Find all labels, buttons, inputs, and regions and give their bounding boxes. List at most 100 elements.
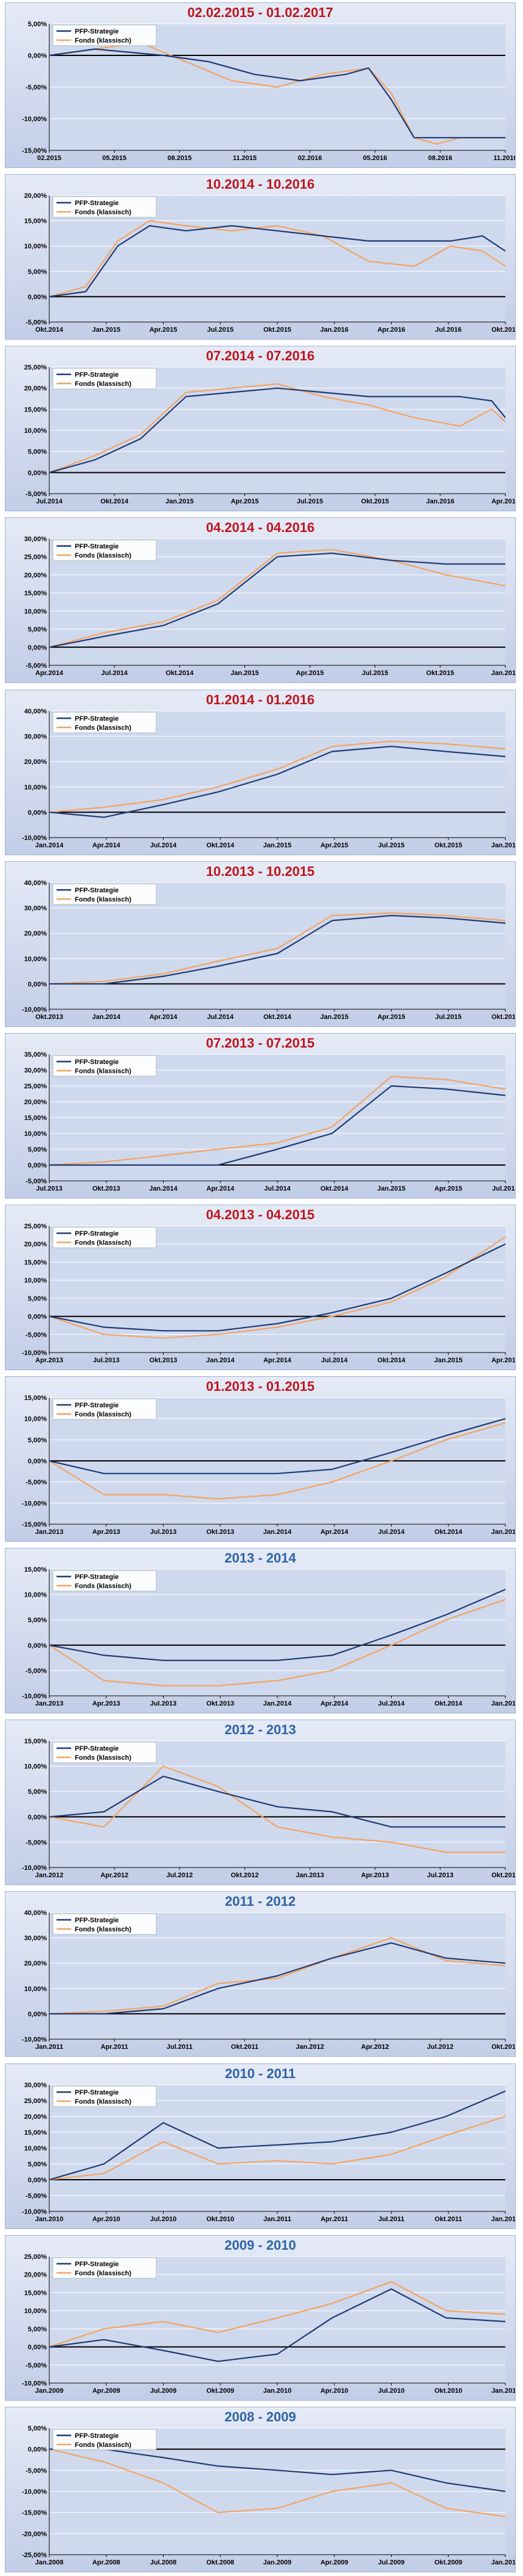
x-tick-label: Apr.2008 xyxy=(92,2559,120,2566)
x-tick-label: Apr.2015 xyxy=(378,1013,406,1021)
y-tick-label: 5,00% xyxy=(28,268,47,276)
x-tick-label: Apr.2013 xyxy=(361,1872,389,1879)
series-line-strategy xyxy=(49,1243,506,1332)
x-tick-label: Jan.2016 xyxy=(320,326,348,334)
legend-label-strategy: PFP-Strategie xyxy=(75,2261,119,2268)
chart-panel: 2008 - 2009 5,00% 0,00% -5,00% -10,00% -15,00… xyxy=(5,2407,516,2572)
x-tick-label: Jan.2013 xyxy=(35,1700,63,1707)
y-tick-label: -10,00% xyxy=(22,1006,47,1013)
y-tick-label: -10,00% xyxy=(22,835,47,842)
x-tick-label: Jan.2012 xyxy=(296,2043,324,2051)
y-tick-label: 0,00% xyxy=(28,644,47,651)
y-tick-label: -5,00% xyxy=(26,491,47,498)
y-tick-label: 15,00% xyxy=(24,1566,47,1573)
y-tick-label: 0,00% xyxy=(28,293,47,301)
legend-box xyxy=(52,1913,157,1935)
x-tick-label: Okt.2014 xyxy=(100,498,129,505)
y-tick-label: -10,00% xyxy=(22,116,47,123)
x-tick-label: Apr.2014 xyxy=(320,1528,349,1536)
chart-svg: 35,00% 30,00% 25,00% 20,00% 15,00% 10,00% 5,00… xyxy=(24,1051,515,1192)
y-tick-label: 40,00% xyxy=(24,1909,47,1917)
y-tick-label: -10,00% xyxy=(22,1500,47,1507)
chart-title: 2010 - 2011 xyxy=(224,2066,296,2081)
x-tick-label: Jan.2014 xyxy=(35,842,64,849)
chart-panel: 2012 - 2013 15,00% 10,00% 5,00% 0,00% -5,00% -… xyxy=(5,1720,516,1885)
x-tick-label: 05.2015 xyxy=(102,155,126,162)
y-tick-label: 5,00% xyxy=(28,1146,47,1153)
x-tick-label: Jan.2015 xyxy=(263,842,291,849)
legend-box xyxy=(52,24,157,46)
legend-box xyxy=(52,539,157,561)
chart-svg: 40,00%30,00%20,00%10,00%0,00%-10,00%Jan.… xyxy=(22,1909,515,2051)
legend-label-strategy: PFP-Strategie xyxy=(75,543,119,550)
chart-svg: 15,00% 10,00% 5,00% 0,00% -5,00% -10,00% -15,0… xyxy=(22,1395,515,1536)
chart-svg: 20,00%15,00%10,00%5,00%0,00%-5,00%Okt.20… xyxy=(24,192,515,334)
x-tick-label: Jan.2016 xyxy=(426,498,454,505)
y-tick-label: 10,00% xyxy=(24,608,47,615)
x-tick-label: Jul.2015 xyxy=(378,842,404,849)
x-tick-label: Okt.2013 xyxy=(35,1013,63,1021)
x-tick-label: Okt.2014 xyxy=(378,1357,406,1364)
chart-panel: 07.2013 - 07.2015 35,00% 30,00% 25,00% 20,00… xyxy=(5,1033,516,1199)
x-tick-label: Jul.2014 xyxy=(150,842,177,849)
legend-label-strategy: PFP-Strategie xyxy=(75,2432,119,2440)
x-tick-label: Okt.2013 xyxy=(150,1357,178,1364)
series-line-fund xyxy=(49,220,506,298)
y-tick-label: 5,00% xyxy=(28,449,47,456)
series-line-strategy xyxy=(49,2090,506,2181)
x-tick-label: Jul.2015 xyxy=(297,498,323,505)
x-tick-label: Jul.2010 xyxy=(150,2216,176,2223)
x-tick-label: Jul.2012 xyxy=(167,1872,193,1879)
y-tick-label: 10,00% xyxy=(24,956,47,963)
chart-svg: 25,00% 20,00% 15,00% 10,00% 5,00% 0,00% -5,00%… xyxy=(24,364,515,505)
x-tick-label: Okt.2014 xyxy=(320,1185,349,1192)
legend-label-strategy: PFP-Strategie xyxy=(75,1402,119,1409)
legend-label-fund: Fonds (klassisch) xyxy=(75,1754,131,1762)
chart-title: 10.2014 - 10.2016 xyxy=(206,177,315,192)
y-tick-label: 30,00% xyxy=(24,733,47,741)
x-tick-label: Apr.2015 xyxy=(434,1185,462,1192)
x-tick-label: Jul.2010 xyxy=(378,2387,404,2395)
y-tick-label: 15,00% xyxy=(24,590,47,597)
y-tick-label: 10,00% xyxy=(24,1277,47,1284)
x-tick-label: Okt.2011 xyxy=(435,2216,462,2223)
x-tick-label: Jan.2015 xyxy=(92,326,120,334)
x-tick-label: Apr.2015 xyxy=(150,326,178,334)
y-tick-label: 30,00% xyxy=(24,1067,47,1074)
x-tick-label: Apr.2014 xyxy=(92,842,121,849)
y-tick-label: 5,00% xyxy=(28,21,47,28)
legend-box xyxy=(52,1055,157,1077)
y-tick-label: 20,00% xyxy=(24,572,47,579)
y-tick-label: -5,00% xyxy=(26,1331,47,1339)
x-tick-label: Jul.2015 xyxy=(435,1013,462,1021)
x-tick-label: 02.2015 xyxy=(37,155,61,162)
chart-title: 2008 - 2009 xyxy=(224,2409,296,2424)
series-line-fund xyxy=(49,2281,506,2348)
x-tick-label: Apr.2011 xyxy=(320,2216,348,2223)
series-line-fund xyxy=(49,548,506,648)
y-tick-label: 0,00% xyxy=(28,2446,47,2454)
chart-title: 10.2013 - 10.2015 xyxy=(206,864,315,879)
chart-panel: 2013 - 2014 15,00% 10,00% 5,00% 0,00% -5,00% -… xyxy=(5,1548,516,1713)
y-tick-label: -10,00% xyxy=(22,2036,47,2043)
chart-title: 2013 - 2014 xyxy=(224,1550,296,1566)
y-tick-label: 0,00% xyxy=(28,2177,47,2184)
legend-label-strategy: PFP-Strategie xyxy=(75,887,119,894)
x-tick-label: Jul.2014 xyxy=(101,670,128,677)
y-tick-label: -10,00% xyxy=(22,2488,47,2496)
y-tick-label: 5,00% xyxy=(28,1295,47,1303)
legend-box xyxy=(52,1570,157,1592)
x-tick-label: Okt.2015 xyxy=(263,326,291,334)
chart-panel: 2009 - 2010 25,00% 20,00% 15,00% 10,00% 5,00%… xyxy=(5,2235,516,2401)
x-tick-label: Okt.2010 xyxy=(206,2216,234,2223)
legend-label-strategy: PFP-Strategie xyxy=(75,371,119,379)
chart-svg: 5,00% 0,00% -5,00% -10,00% -15,00%02.2015 05.… xyxy=(22,21,515,162)
y-tick-label: 10,00% xyxy=(24,784,47,791)
chart-title: 2012 - 2013 xyxy=(224,1722,296,1737)
chart-title: 07.2013 - 07.2015 xyxy=(206,1035,315,1051)
